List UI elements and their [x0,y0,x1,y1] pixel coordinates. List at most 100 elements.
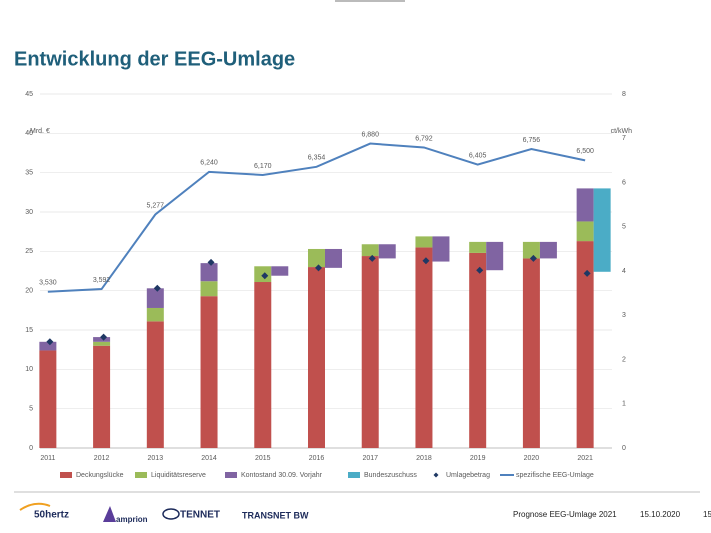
logo-icon [103,506,116,522]
footer-logo: TENNET [180,510,220,521]
line [47,142,586,293]
x-tick-label: 2013 [148,455,164,462]
legend-swatch [60,472,72,478]
data-label: 5,277 [147,202,165,209]
x-tick-label: 2011 [40,455,55,462]
bar-segment [93,341,111,346]
bar-segment [93,337,111,342]
bar-segment [576,221,594,242]
y2-tick-label: 8 [622,91,626,98]
marker [368,254,376,262]
bar-segment [254,282,272,448]
bar-segment [93,345,111,448]
legend-swatch [348,472,360,478]
x-tick-label: 2017 [362,455,378,462]
chart-title: Entwicklung der EEG-Umlage [14,48,295,70]
data-label: 3,530 [39,280,57,287]
y2-tick-label: 0 [622,445,626,452]
bar-segment [469,252,487,448]
logo-icon [162,508,180,520]
page-number: 15 [703,510,711,519]
y-tick-label: 25 [25,248,33,255]
y2-axis-label: ct/kWh [611,128,632,135]
marker [583,269,591,277]
y-tick-label: 5 [29,406,33,413]
bar-segment [576,241,594,448]
bar-segment [39,350,57,448]
y-tick-label: 0 [29,445,33,452]
x-tick-label: 2020 [524,455,540,462]
legend-label: Kontostand 30.09. Vorjahr [241,472,323,479]
x-tick-label: 2019 [470,455,486,462]
x-tick-label: 2018 [416,455,432,462]
legend-label: spezifische EEG-Umlage [516,472,594,479]
bar-segment [593,188,611,272]
bar-segment [200,296,218,448]
y-tick-label: 10 [25,366,33,373]
bar-segment [378,244,396,259]
bar-segment [200,281,218,297]
y2-tick-label: 4 [622,268,626,275]
legend-label: Liquiditätsreserve [151,472,206,479]
y2-tick-label: 7 [622,135,626,142]
y-tick-label: 30 [25,209,33,216]
data-label: 6,500 [576,148,594,155]
y2-tick-label: 5 [622,224,626,231]
data-label: 6,240 [200,160,218,167]
x-tick-label: 2012 [94,455,110,462]
bar-segment [539,241,557,259]
marker [315,264,322,272]
data-label: 6,170 [254,163,272,170]
bar-segment [415,247,433,448]
bar-segment [325,248,342,268]
footer-logo: 50hertz [34,510,69,521]
bar-segment [361,244,379,257]
y-axis-label: Mrd. € [30,128,50,135]
legend-swatch [433,472,439,478]
y2-tick-label: 3 [622,312,626,319]
marker [476,266,484,274]
bar-segment [415,236,433,248]
data-label: 6,354 [308,155,326,162]
bar-segment [308,267,325,448]
footer-date: 15.10.2020 [640,510,681,519]
y-tick-label: 35 [25,170,33,177]
bar-segment [200,263,218,282]
bar-segment [522,258,540,448]
bar-segment [308,248,325,268]
marker [153,284,161,292]
legend-label: Deckungslücke [76,472,124,479]
data-label: 6,792 [415,135,433,142]
bar-segment [146,288,164,308]
marker [261,272,269,280]
bar-segment [432,236,450,262]
data-label: 3,592 [93,277,111,284]
x-tick-label: 2014 [201,455,217,462]
data-label: 6,405 [469,152,487,159]
bar-segment [271,266,289,276]
y2-tick-label: 2 [622,356,626,363]
y-tick-label: 15 [25,327,33,334]
y2-tick-label: 1 [622,401,626,408]
bar-segment [39,341,57,351]
y-tick-label: 20 [25,288,33,295]
legend-swatch [225,472,237,478]
bar-segment [522,241,540,259]
bar-segment [361,256,379,448]
marker [100,333,108,341]
footer-logo: TRANSNET BW [242,510,309,520]
marker [207,258,215,266]
bar-segment [254,266,272,283]
marker [529,254,537,262]
x-tick-label: 2021 [577,455,593,462]
y2-tick-label: 6 [622,179,626,186]
y-tick-label: 40 [25,130,33,137]
legend-label: Umlagebetrag [446,472,490,479]
marker [422,257,430,265]
x-tick-label: 2016 [309,455,325,462]
legend-swatch [135,472,147,478]
bar-segment [576,188,594,222]
data-label: 6,880 [361,131,379,138]
footer-logo: amprion [116,515,148,524]
